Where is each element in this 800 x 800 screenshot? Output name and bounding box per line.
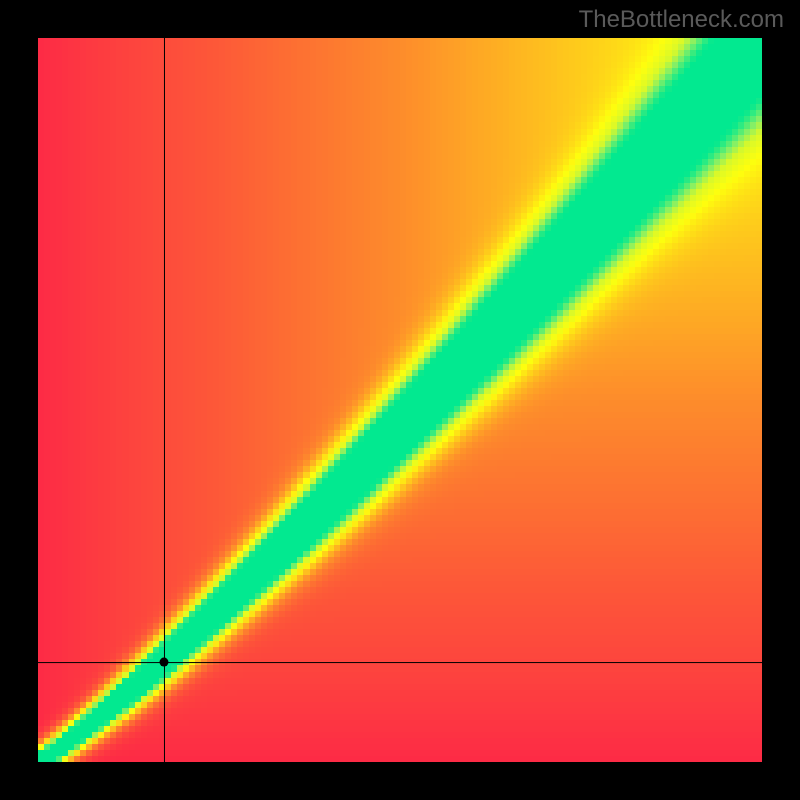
chart-container: { "watermark": { "text": "TheBottleneck.… (0, 0, 800, 800)
watermark-text: TheBottleneck.com (579, 6, 784, 34)
bottleneck-heatmap (38, 38, 762, 762)
